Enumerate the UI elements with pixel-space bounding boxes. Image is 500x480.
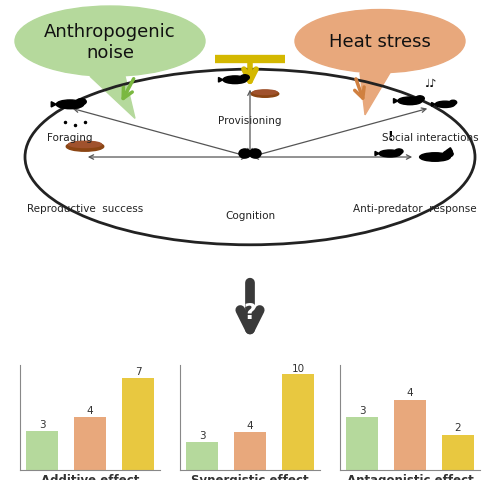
Text: 4: 4 xyxy=(246,420,254,431)
Text: Social interactions: Social interactions xyxy=(382,133,478,143)
Polygon shape xyxy=(52,103,57,108)
Ellipse shape xyxy=(253,91,277,96)
Bar xyxy=(346,418,378,470)
Ellipse shape xyxy=(295,11,465,73)
Text: 3: 3 xyxy=(38,419,46,429)
Ellipse shape xyxy=(223,77,247,84)
Text: Cognition: Cognition xyxy=(225,210,275,220)
Bar xyxy=(74,418,106,470)
Text: 2: 2 xyxy=(454,422,462,432)
Ellipse shape xyxy=(66,143,104,152)
Polygon shape xyxy=(432,103,435,107)
Ellipse shape xyxy=(395,150,403,155)
Bar xyxy=(394,400,426,470)
X-axis label: Additive effect: Additive effect xyxy=(41,473,139,480)
Ellipse shape xyxy=(250,150,261,159)
Ellipse shape xyxy=(240,75,250,81)
Polygon shape xyxy=(446,148,452,152)
Text: !: ! xyxy=(387,130,393,143)
Text: Provisioning: Provisioning xyxy=(218,116,282,126)
Polygon shape xyxy=(90,77,135,119)
Text: Reproductive  success: Reproductive success xyxy=(27,203,143,213)
Ellipse shape xyxy=(420,154,450,162)
Ellipse shape xyxy=(379,151,401,157)
Text: Anthropogenic
noise: Anthropogenic noise xyxy=(44,23,176,61)
Ellipse shape xyxy=(56,101,84,109)
Text: Anti-predator  response: Anti-predator response xyxy=(353,203,477,213)
Ellipse shape xyxy=(435,102,455,108)
Ellipse shape xyxy=(450,101,456,106)
Text: 7: 7 xyxy=(134,366,141,376)
Ellipse shape xyxy=(76,99,86,106)
Text: ♩♪: ♩♪ xyxy=(424,79,436,89)
Ellipse shape xyxy=(398,98,422,106)
Bar xyxy=(282,374,314,470)
Bar xyxy=(122,378,154,470)
Ellipse shape xyxy=(239,150,250,159)
Text: Heat stress: Heat stress xyxy=(329,33,431,51)
Text: 10: 10 xyxy=(292,363,304,373)
Polygon shape xyxy=(360,73,390,116)
Polygon shape xyxy=(394,99,398,104)
Polygon shape xyxy=(375,152,379,156)
X-axis label: Antagonistic effect: Antagonistic effect xyxy=(346,473,474,480)
Bar xyxy=(186,442,218,470)
Ellipse shape xyxy=(68,142,102,148)
Ellipse shape xyxy=(416,96,424,102)
Bar xyxy=(26,431,58,470)
Text: ?: ? xyxy=(244,302,256,322)
Text: 3: 3 xyxy=(358,405,366,415)
X-axis label: Synergistic effect: Synergistic effect xyxy=(191,473,309,480)
Text: Foraging: Foraging xyxy=(47,133,93,143)
Text: 3: 3 xyxy=(198,430,205,440)
Text: 4: 4 xyxy=(86,406,94,416)
Ellipse shape xyxy=(444,152,453,157)
Ellipse shape xyxy=(15,7,205,77)
Bar xyxy=(234,432,266,470)
Bar xyxy=(442,435,474,470)
Polygon shape xyxy=(218,78,223,83)
Text: 4: 4 xyxy=(406,387,414,397)
Ellipse shape xyxy=(252,91,279,98)
